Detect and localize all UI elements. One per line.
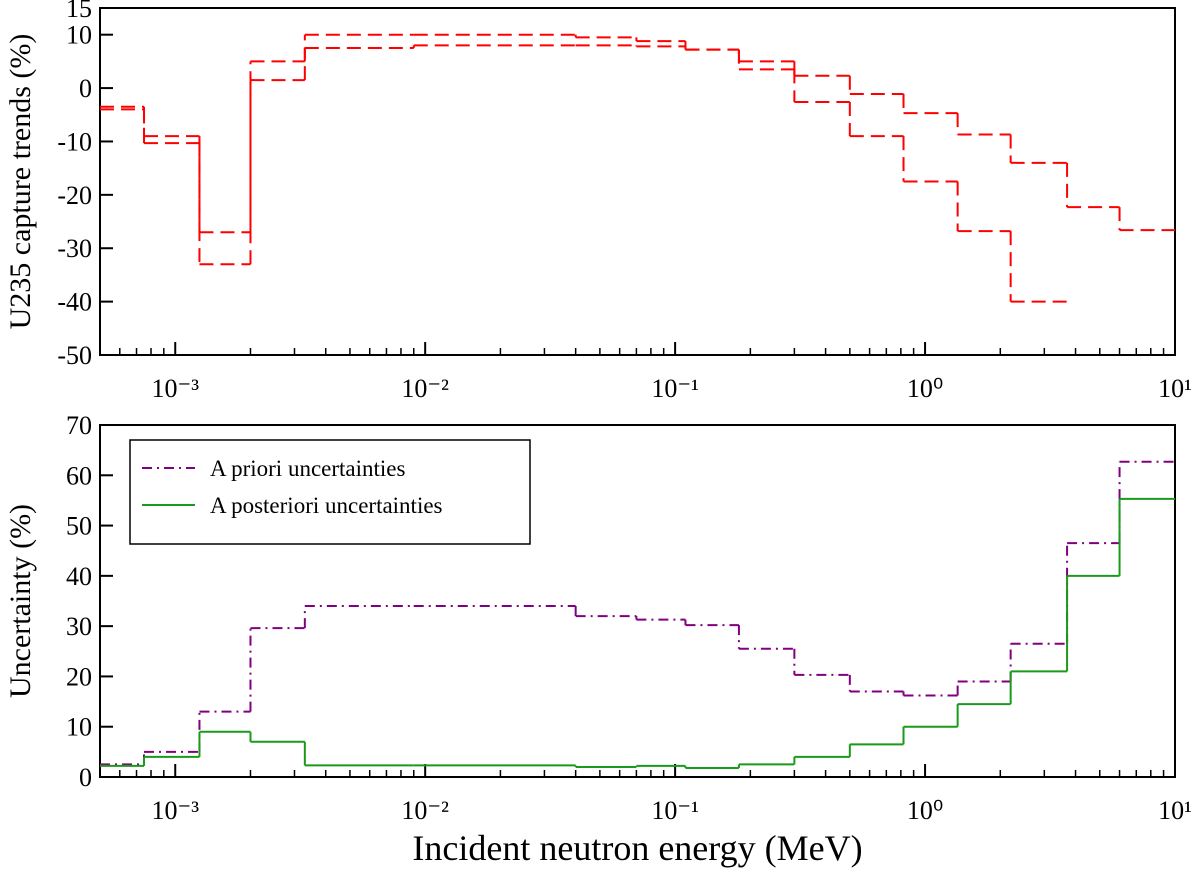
y-tick-label: 70 (66, 411, 92, 440)
y-tick-label: 40 (66, 562, 92, 591)
legend-label: A priori uncertainties (210, 456, 405, 481)
x-tick-label: 10⁻¹ (651, 374, 699, 403)
x-tick-label: 10⁻² (401, 796, 449, 825)
y-tick-label: 10 (66, 21, 92, 50)
y-tick-label: 10 (66, 713, 92, 742)
panel: 10⁻³ 10⁻² 10⁻¹ 10⁰ 10¹ 0 10 20 30 40 50 60 70 Uncerta… (4, 411, 1192, 868)
x-tick-label: 10¹ (1158, 796, 1192, 825)
y-tick-label: 20 (66, 662, 92, 691)
x-tick-label: 10⁻³ (151, 796, 199, 825)
y-tick-label: -10 (57, 127, 92, 156)
y-tick-label: 30 (66, 612, 92, 641)
x-tick-label: 10⁰ (907, 796, 943, 825)
x-tick-label: 10⁻² (401, 374, 449, 403)
y-tick-label: -50 (57, 341, 92, 370)
plot-frame (99, 424, 1176, 778)
y-tick-label: 0 (79, 74, 92, 103)
legend-label: A posteriori uncertainties (210, 493, 443, 518)
y-tick-label: -30 (57, 234, 92, 263)
y-tick-label: 15 (66, 0, 92, 23)
x-tick-label: 10⁰ (907, 374, 943, 403)
x-tick-label: 10⁻¹ (651, 796, 699, 825)
y-tick-label: -40 (57, 288, 92, 317)
x-tick-label: 10¹ (1158, 374, 1192, 403)
x-tick-label: 10⁻³ (151, 374, 199, 403)
y-tick-label: 0 (79, 763, 92, 792)
y-axis-label: Uncertainty (%) (4, 504, 37, 698)
y-tick-label: 60 (66, 461, 92, 490)
y-tick-label: 50 (66, 512, 92, 541)
x-axis-label: Incident neutron energy (MeV) (412, 828, 862, 868)
y-tick-label: -20 (57, 181, 92, 210)
plot-frame (99, 7, 1176, 356)
legend-box (129, 439, 531, 545)
y-axis-label: U235 capture trends (%) (4, 34, 37, 330)
